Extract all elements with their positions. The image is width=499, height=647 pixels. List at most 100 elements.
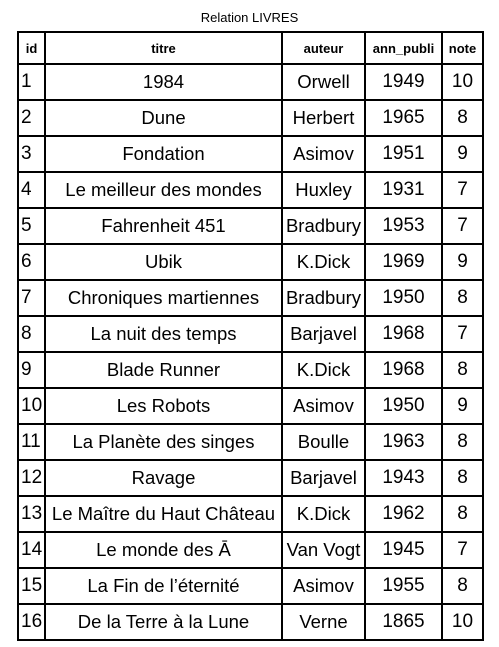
cell-ann-publi: 1950 — [364, 387, 443, 425]
table-row: 5 Fahrenheit 451 Bradbury 1953 7 — [17, 207, 484, 245]
table-row: 10 Les Robots Asimov 1950 9 — [17, 387, 484, 425]
table-row: 9 Blade Runner K.Dick 1968 8 — [17, 351, 484, 389]
cell-note: 8 — [441, 423, 484, 461]
livres-table: id titre auteur ann_publi note 1 1984 Orwe… — [17, 31, 484, 641]
column-header-ann-publi: ann_publi — [364, 31, 443, 65]
cell-note: 9 — [441, 135, 484, 173]
cell-ann-publi: 1953 — [364, 207, 443, 245]
cell-id: 3 — [17, 135, 46, 173]
cell-note: 7 — [441, 207, 484, 245]
cell-id: 4 — [17, 171, 46, 209]
cell-id: 1 — [17, 63, 46, 101]
table-row: 11 La Planète des singes Boulle 1963 8 — [17, 423, 484, 461]
cell-ann-publi: 1968 — [364, 351, 443, 389]
cell-auteur: Verne — [281, 603, 366, 641]
table-body: 1 1984 Orwell 1949 10 2 Dune Herbert 1965 8 3 Fonda… — [17, 63, 484, 641]
table-row: 7 Chroniques martiennes Bradbury 1950 8 — [17, 279, 484, 317]
table-row: 15 La Fin de l’éternité Asimov 1955 8 — [17, 567, 484, 605]
cell-titre: Blade Runner — [44, 351, 283, 389]
cell-id: 11 — [17, 423, 46, 461]
cell-note: 7 — [441, 315, 484, 353]
cell-auteur: Asimov — [281, 567, 366, 605]
cell-note: 8 — [441, 459, 484, 497]
table-row: 14 Le monde des Ā Van Vogt 1945 7 — [17, 531, 484, 569]
table-caption: Relation LIVRES — [200, 10, 299, 25]
column-header-note: note — [441, 31, 484, 65]
cell-note: 7 — [441, 531, 484, 569]
table-row: 1 1984 Orwell 1949 10 — [17, 63, 484, 101]
cell-titre: La nuit des temps — [44, 315, 283, 353]
cell-note: 7 — [441, 171, 484, 209]
cell-id: 14 — [17, 531, 46, 569]
cell-ann-publi: 1968 — [364, 315, 443, 353]
cell-ann-publi: 1951 — [364, 135, 443, 173]
cell-id: 5 — [17, 207, 46, 245]
cell-titre: Fahrenheit 451 — [44, 207, 283, 245]
column-header-titre: titre — [44, 31, 283, 65]
cell-auteur: Boulle — [281, 423, 366, 461]
cell-auteur: Orwell — [281, 63, 366, 101]
cell-auteur: K.Dick — [281, 495, 366, 533]
cell-ann-publi: 1955 — [364, 567, 443, 605]
cell-auteur: Bradbury — [281, 279, 366, 317]
cell-auteur: Bradbury — [281, 207, 366, 245]
cell-ann-publi: 1963 — [364, 423, 443, 461]
column-header-id: id — [17, 31, 46, 65]
cell-ann-publi: 1943 — [364, 459, 443, 497]
cell-id: 13 — [17, 495, 46, 533]
cell-titre: Le meilleur des mondes — [44, 171, 283, 209]
cell-id: 2 — [17, 99, 46, 137]
table-row: 2 Dune Herbert 1965 8 — [17, 99, 484, 137]
table-row: 8 La nuit des temps Barjavel 1968 7 — [17, 315, 484, 353]
cell-auteur: Asimov — [281, 135, 366, 173]
cell-ann-publi: 1865 — [364, 603, 443, 641]
cell-ann-publi: 1945 — [364, 531, 443, 569]
cell-note: 8 — [441, 567, 484, 605]
cell-auteur: Herbert — [281, 99, 366, 137]
cell-id: 10 — [17, 387, 46, 425]
table-row: 16 De la Terre à la Lune Verne 1865 10 — [17, 603, 484, 641]
cell-titre: Les Robots — [44, 387, 283, 425]
cell-auteur: Van Vogt — [281, 531, 366, 569]
cell-titre: De la Terre à la Lune — [44, 603, 283, 641]
cell-auteur: Barjavel — [281, 315, 366, 353]
cell-note: 9 — [441, 243, 484, 281]
cell-titre: Le Maître du Haut Château — [44, 495, 283, 533]
cell-id: 7 — [17, 279, 46, 317]
cell-note: 8 — [441, 99, 484, 137]
header-row: id titre auteur ann_publi note — [17, 31, 484, 65]
cell-auteur: Huxley — [281, 171, 366, 209]
cell-titre: Dune — [44, 99, 283, 137]
cell-titre: Le monde des Ā — [44, 531, 283, 569]
table-row: 4 Le meilleur des mondes Huxley 1931 7 — [17, 171, 484, 209]
cell-id: 12 — [17, 459, 46, 497]
cell-auteur: Barjavel — [281, 459, 366, 497]
cell-note: 8 — [441, 495, 484, 533]
table-row: 6 Ubik K.Dick 1969 9 — [17, 243, 484, 281]
cell-note: 10 — [441, 603, 484, 641]
cell-id: 6 — [17, 243, 46, 281]
cell-ann-publi: 1950 — [364, 279, 443, 317]
cell-id: 8 — [17, 315, 46, 353]
cell-titre: La Planète des singes — [44, 423, 283, 461]
cell-ann-publi: 1949 — [364, 63, 443, 101]
cell-ann-publi: 1931 — [364, 171, 443, 209]
table-row: 3 Fondation Asimov 1951 9 — [17, 135, 484, 173]
cell-auteur: K.Dick — [281, 351, 366, 389]
cell-id: 9 — [17, 351, 46, 389]
cell-auteur: Asimov — [281, 387, 366, 425]
cell-titre: Ubik — [44, 243, 283, 281]
cell-titre: Fondation — [44, 135, 283, 173]
cell-id: 16 — [17, 603, 46, 641]
cell-ann-publi: 1962 — [364, 495, 443, 533]
cell-titre: 1984 — [44, 63, 283, 101]
cell-note: 10 — [441, 63, 484, 101]
cell-note: 8 — [441, 351, 484, 389]
cell-auteur: K.Dick — [281, 243, 366, 281]
cell-titre: Chroniques martiennes — [44, 279, 283, 317]
cell-titre: Ravage — [44, 459, 283, 497]
cell-ann-publi: 1965 — [364, 99, 443, 137]
cell-note: 9 — [441, 387, 484, 425]
cell-note: 8 — [441, 279, 484, 317]
column-header-auteur: auteur — [281, 31, 366, 65]
